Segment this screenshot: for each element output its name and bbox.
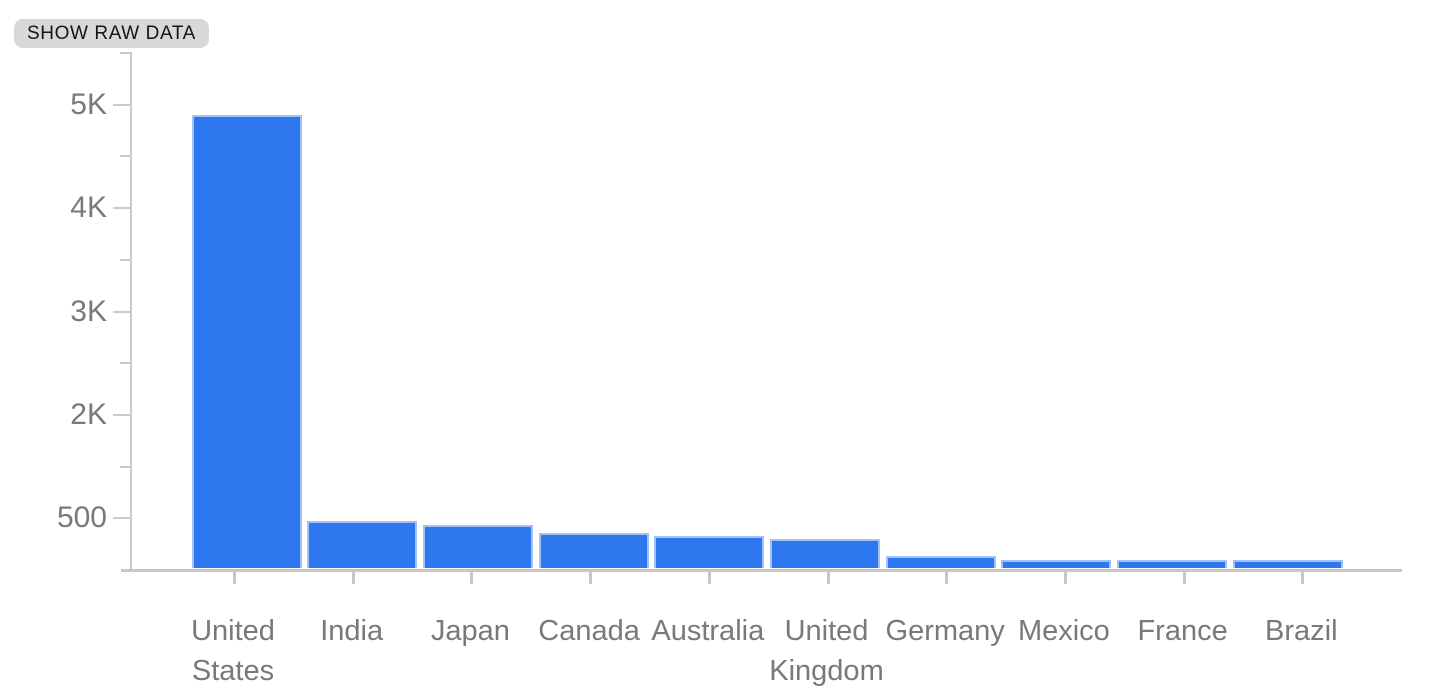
y-axis-major-tick [113,207,130,210]
y-axis-minor-tick [120,258,130,261]
y-axis-minor-tick [120,362,130,365]
x-axis-label: France [1137,615,1228,647]
x-axis-label: United States [191,615,275,687]
x-axis-label: United Kingdom [769,615,884,687]
bar-india[interactable] [307,521,418,569]
y-axis-minor-tick [120,465,130,468]
x-axis-tick [233,571,236,584]
x-axis-label: Germany [885,615,1005,647]
bar-canada[interactable] [538,533,649,569]
y-axis-tick-label: 4K [70,191,107,225]
y-axis-tick-label: 3K [70,294,107,328]
bar-australia[interactable] [654,535,765,569]
bar-france[interactable] [1117,560,1228,569]
y-axis-tick-label: 500 [56,501,107,535]
bar-united-states[interactable] [191,115,302,569]
x-axis-tick [707,571,711,584]
y-axis-major-tick [113,310,130,313]
bar-brazil[interactable] [1232,560,1343,569]
bar-mexico[interactable] [1001,559,1112,569]
show-raw-data-button[interactable]: SHOW RAW DATA [14,19,209,48]
x-axis-label: Canada [538,615,640,647]
y-axis-major-tick [113,517,130,520]
bar-japan[interactable] [422,524,533,569]
bar-united-kingdom[interactable] [770,538,880,569]
x-axis-tick [945,571,949,584]
x-axis-line [121,568,1402,572]
x-axis-tick [351,571,355,584]
y-axis-line [130,52,132,569]
x-axis-tick [470,571,474,584]
y-axis-minor-tick [120,52,130,54]
y-axis-tick-label: 5K [70,87,107,121]
x-axis-label: Japan [430,615,510,647]
x-axis-label: Brazil [1265,615,1338,647]
x-axis-tick [589,571,593,584]
bar-germany[interactable] [885,555,996,569]
x-axis-tick [826,571,830,584]
x-axis-label: Australia [651,615,765,647]
y-axis-minor-tick [120,155,130,158]
x-axis-tick [1182,571,1186,584]
x-axis-tick [1063,571,1067,584]
x-axis-label: Mexico [1017,615,1110,647]
y-axis-tick-label: 2K [70,397,107,431]
x-axis-label: India [320,615,384,647]
x-axis-tick [1301,571,1305,584]
y-axis-major-tick [113,413,130,416]
y-axis-major-tick [113,103,130,106]
